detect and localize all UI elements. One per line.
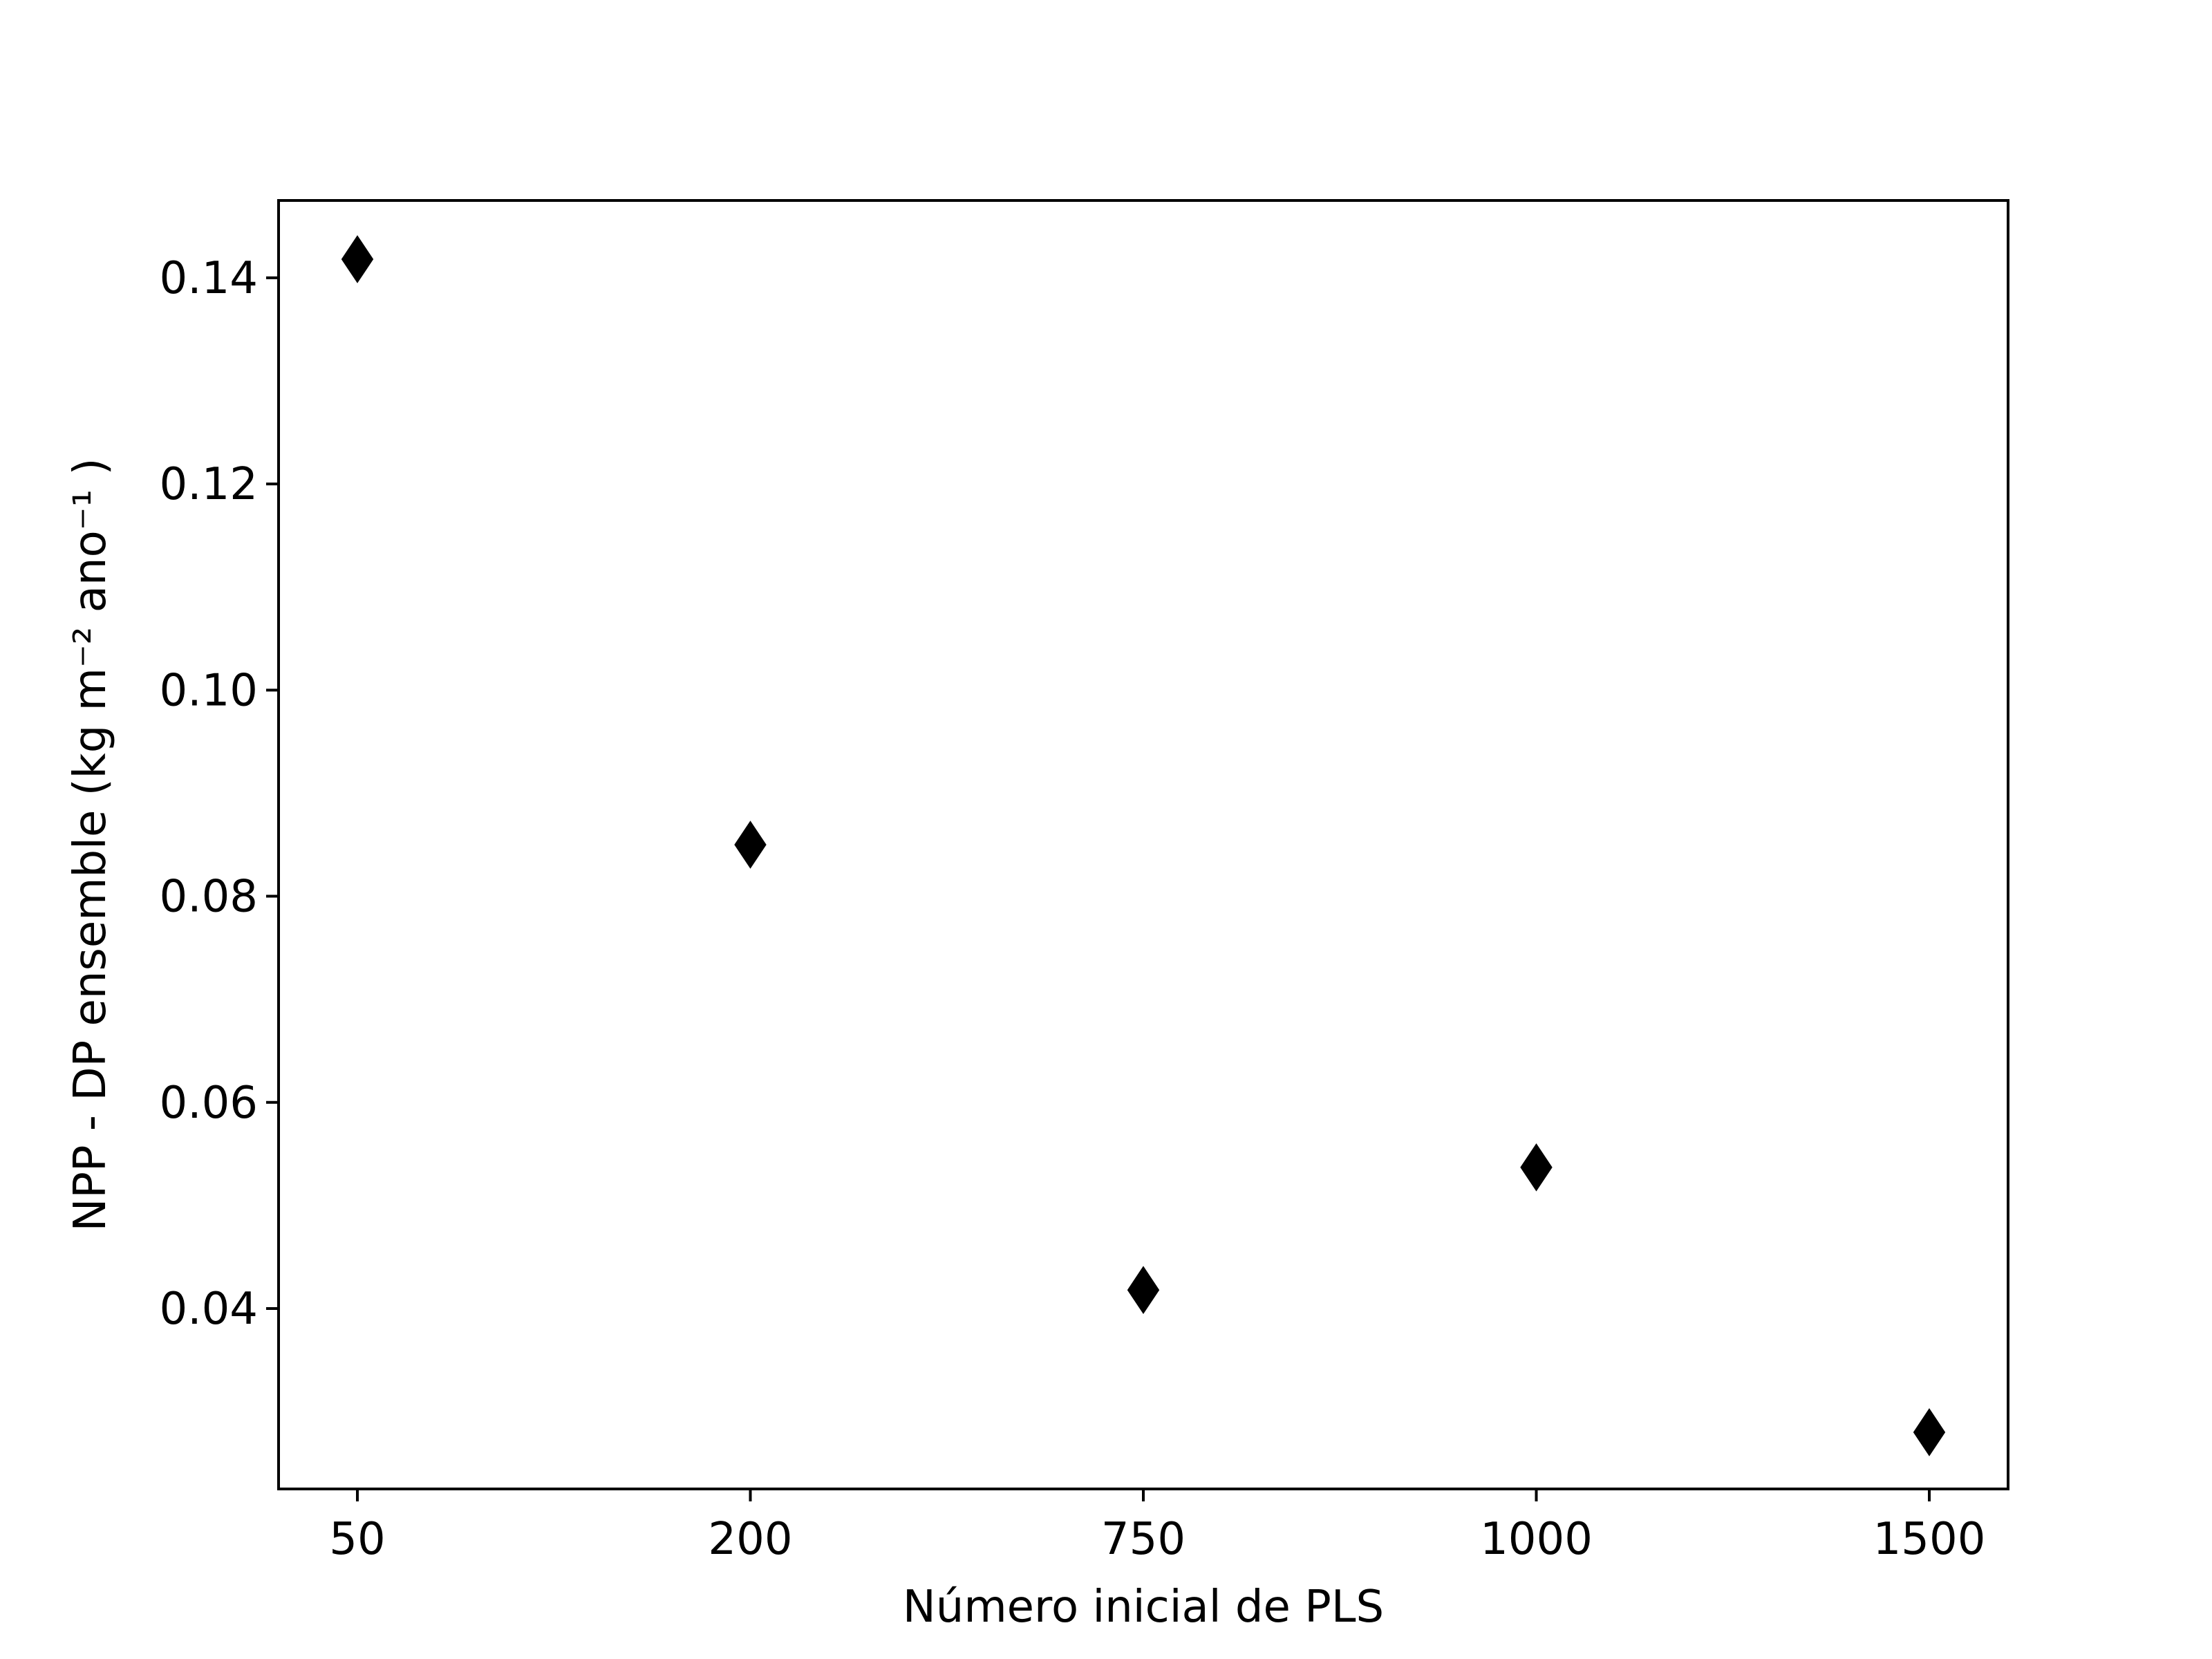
y-tick-label: 0.06 [160, 1078, 259, 1129]
x-tick-label: 1500 [1873, 1514, 1986, 1565]
data-points [341, 235, 1946, 1456]
y-tick-label: 0.10 [160, 665, 259, 716]
data-point-200 [734, 821, 767, 869]
x-tick-label: 1000 [1480, 1514, 1593, 1565]
data-point-1500 [1913, 1408, 1946, 1456]
x-tick-label: 200 [708, 1514, 792, 1565]
plot-frame [277, 199, 2009, 1490]
x-axis-label: Número inicial de PLS [903, 1582, 1384, 1633]
data-point-50 [341, 235, 374, 283]
data-point-750 [1127, 1266, 1160, 1315]
y-tick-label: 0.04 [160, 1284, 259, 1335]
y-tick-label: 0.12 [160, 459, 259, 510]
x-axis-ticks: 50 200 750 1000 1500 [329, 1489, 1985, 1565]
x-tick-label: 50 [329, 1514, 385, 1565]
y-tick-label: 0.14 [160, 253, 259, 304]
data-point-1000 [1520, 1143, 1553, 1192]
y-axis-ticks: 0.04 0.06 0.08 0.10 0.12 0.14 [160, 253, 279, 1335]
x-tick-label: 750 [1101, 1514, 1185, 1565]
y-tick-label: 0.08 [160, 872, 259, 923]
y-axis-label: NPP - DP ensemble (kg m⁻² ano⁻¹ ) [65, 458, 116, 1232]
